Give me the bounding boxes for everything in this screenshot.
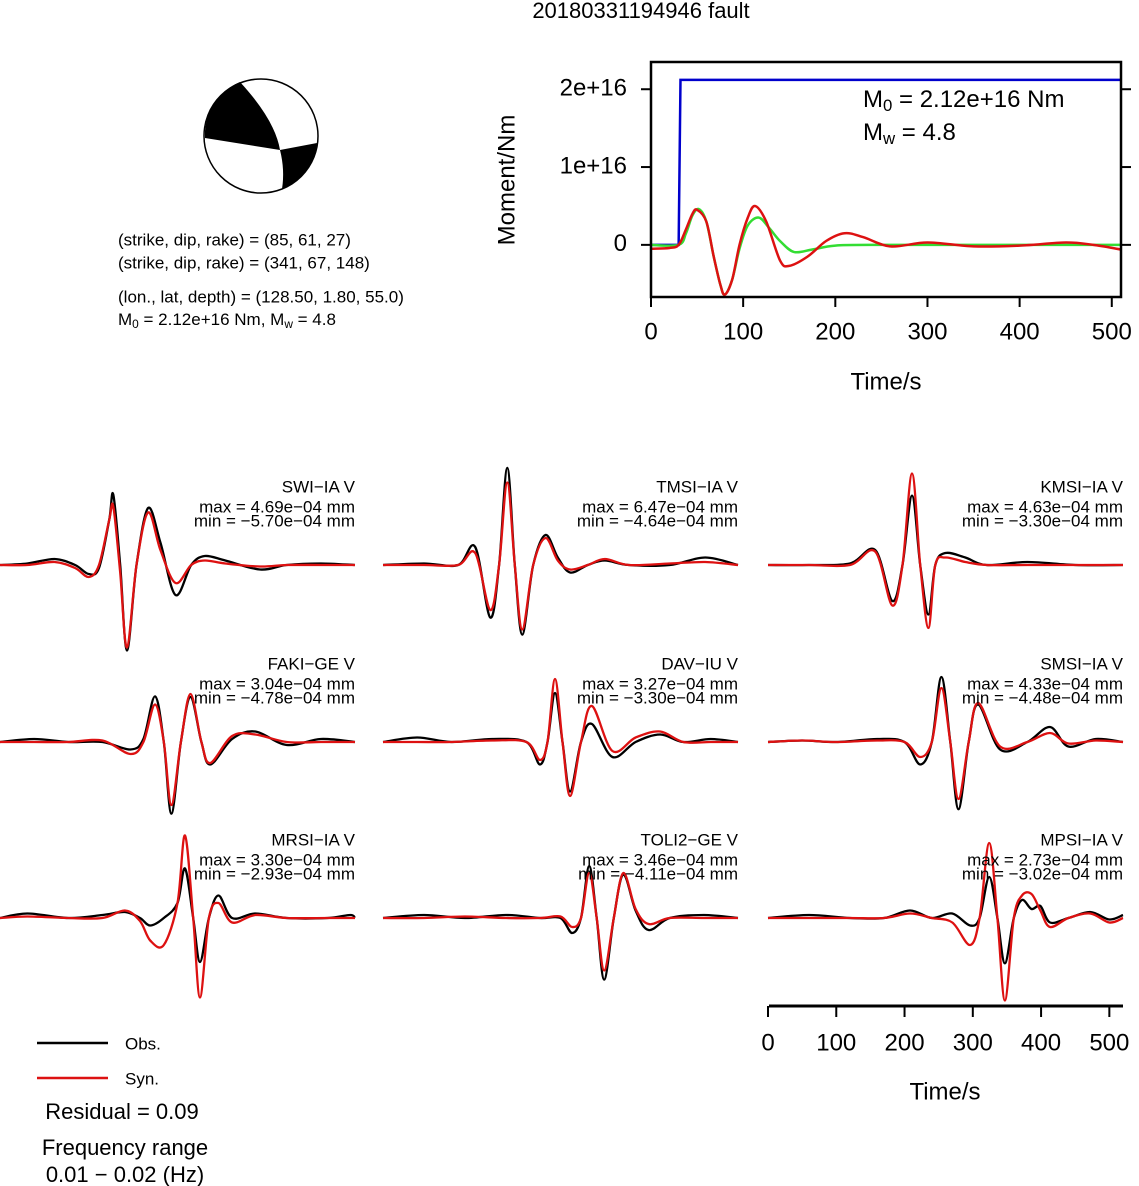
station-label: TMSI−IA V [656, 477, 738, 496]
moment-line [650, 204, 1122, 296]
max-label: max = 3.27e−04 mm [582, 674, 738, 693]
x-tick-label: 200 [885, 1029, 925, 1056]
x-tick-label: 400 [1000, 318, 1040, 345]
text-part: M [863, 119, 883, 146]
min-label: min = −4.78e−04 mm [194, 688, 355, 707]
text-part: = 4.8 [293, 310, 336, 329]
station-label: KMSI−IA V [1040, 477, 1123, 496]
max-label: max = 4.69e−04 mm [199, 497, 355, 516]
station-label: MRSI−IA V [271, 830, 355, 849]
info-moment: M0 = 2.12e+16 Nm, Mw = 4.8 [118, 310, 336, 330]
residual: Residual = 0.09 [45, 1099, 199, 1124]
plot-frame [649, 60, 1123, 299]
min-label: min = −3.30e−04 mm [577, 688, 738, 707]
x-tick-label: 500 [1092, 318, 1132, 345]
x-tick-label: 200 [815, 318, 855, 345]
figure-title: 20180331194946 fault [532, 0, 749, 23]
station-label: SMSI−IA V [1040, 654, 1123, 673]
annotation: M0 = 2.12e+16 Nm [863, 86, 1064, 114]
max-label: max = 4.33e−04 mm [967, 674, 1123, 693]
synthetic-trace [382, 481, 739, 631]
subscript: w [283, 317, 293, 331]
observed-trace [0, 695, 356, 815]
legend-label: Obs. [125, 1034, 161, 1053]
x-tick-label: 300 [907, 318, 947, 345]
max-label: max = 3.46e−04 mm [582, 850, 738, 869]
synthetic-trace [382, 871, 738, 972]
station-label: FAKI−GE V [268, 654, 356, 673]
x-axis-label: Time/s [909, 1078, 980, 1105]
text-part: = 4.8 [895, 119, 956, 146]
y-tick-label: 1e+16 [560, 152, 627, 179]
x-tick-label: 500 [1089, 1029, 1129, 1056]
x-tick-label: 0 [644, 318, 657, 345]
x-tick-label: 100 [816, 1029, 856, 1056]
legend-label: Syn. [125, 1069, 159, 1088]
x-tick-label: 300 [953, 1029, 993, 1056]
y-tick-label: 2e+16 [560, 75, 627, 102]
subscript: 0 [132, 317, 139, 331]
min-label: min = −3.02e−04 mm [962, 864, 1123, 883]
station-label: DAV−IU V [661, 654, 738, 673]
x-tick-label: 400 [1021, 1029, 1061, 1056]
synthetic-trace [382, 677, 738, 798]
subscript: 0 [883, 96, 892, 115]
y-tick-label: 0 [614, 230, 627, 257]
synthetic-trace [767, 686, 1124, 801]
annotation: Mw = 4.8 [863, 119, 956, 147]
x-tick-label: 0 [761, 1029, 774, 1056]
beachball [203, 78, 319, 194]
text-part: M [863, 86, 883, 113]
x-tick-label: 100 [723, 318, 763, 345]
moment-line [650, 207, 1122, 296]
beachball-quadrant [204, 82, 280, 150]
info-line: (lon., lat, depth) = (128.50, 1.80, 55.0… [118, 287, 404, 306]
min-label: min = −5.70e−04 mm [194, 511, 355, 530]
min-label: min = −2.93e−04 mm [194, 864, 355, 883]
info-line: (strike, dip, rake) = (341, 67, 148) [118, 253, 370, 272]
frequency-label: Frequency range [42, 1135, 208, 1160]
min-label: min = −4.64e−04 mm [577, 511, 738, 530]
station-label: SWI−IA V [282, 477, 356, 496]
synthetic-trace [0, 692, 355, 807]
beachball-quadrant [280, 143, 317, 189]
synthetic-trace [0, 834, 355, 999]
max-label: max = 2.73e−04 mm [967, 850, 1123, 869]
station-label: MPSI−IA V [1040, 830, 1123, 849]
subscript: w [882, 129, 896, 148]
min-label: min = −4.11e−04 mm [578, 864, 738, 883]
text-part: = 2.12e+16 Nm, M [139, 310, 285, 329]
info-line: (strike, dip, rake) = (85, 61, 27) [118, 230, 351, 249]
text-part: M [118, 310, 132, 329]
station-label: TOLI2−GE V [641, 830, 739, 849]
max-label: max = 6.47e−04 mm [582, 497, 738, 516]
frequency-range: 0.01 − 0.02 (Hz) [46, 1162, 204, 1186]
max-label: max = 3.30e−04 mm [199, 850, 355, 869]
synthetic-trace [0, 502, 355, 649]
text-part: = 2.12e+16 Nm [892, 86, 1064, 113]
min-label: min = −3.30e−04 mm [962, 511, 1123, 530]
min-label: min = −4.48e−04 mm [962, 688, 1123, 707]
synthetic-trace [767, 472, 1123, 630]
max-label: max = 3.04e−04 mm [199, 674, 355, 693]
y-axis-label: Moment/Nm [493, 115, 520, 246]
synthetic-trace [768, 841, 1124, 1002]
x-axis-label: Time/s [850, 368, 921, 395]
max-label: max = 4.63e−04 mm [967, 497, 1123, 516]
